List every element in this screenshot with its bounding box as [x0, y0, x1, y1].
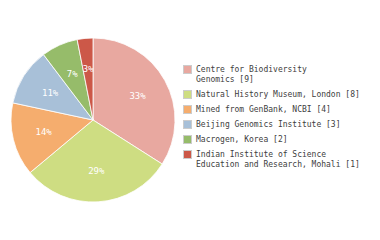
- html-text:Indian Institute of Science: Indian Institute of Science: [196, 150, 326, 159]
- html-text:Education and Research, Mohali: Education and Research, Mohali [1]: [196, 160, 360, 169]
- html-text:Centre for Biodiversity: Centre for Biodiversity: [196, 65, 307, 74]
- svg-text:29%: 29%: [88, 166, 105, 176]
- svg-text:14%: 14%: [36, 127, 53, 137]
- html-text:Natural History Museum, London: Natural History Museum, London [8]: [196, 90, 360, 99]
- html-text:Mined from GenBank, NCBI [4]: Mined from GenBank, NCBI [4]: [196, 105, 331, 114]
- svg-text:3%: 3%: [83, 64, 94, 74]
- svg-text:33%: 33%: [129, 91, 146, 101]
- html-text:Genomics [9]: Genomics [9]: [196, 75, 254, 84]
- html-text:Beijing Genomics Institute [3]: Beijing Genomics Institute [3]: [196, 120, 341, 129]
- svg-text:11%: 11%: [42, 88, 59, 98]
- svg-text:7%: 7%: [67, 69, 78, 79]
- html-text:Macrogen, Korea [2]: Macrogen, Korea [2]: [196, 135, 288, 144]
